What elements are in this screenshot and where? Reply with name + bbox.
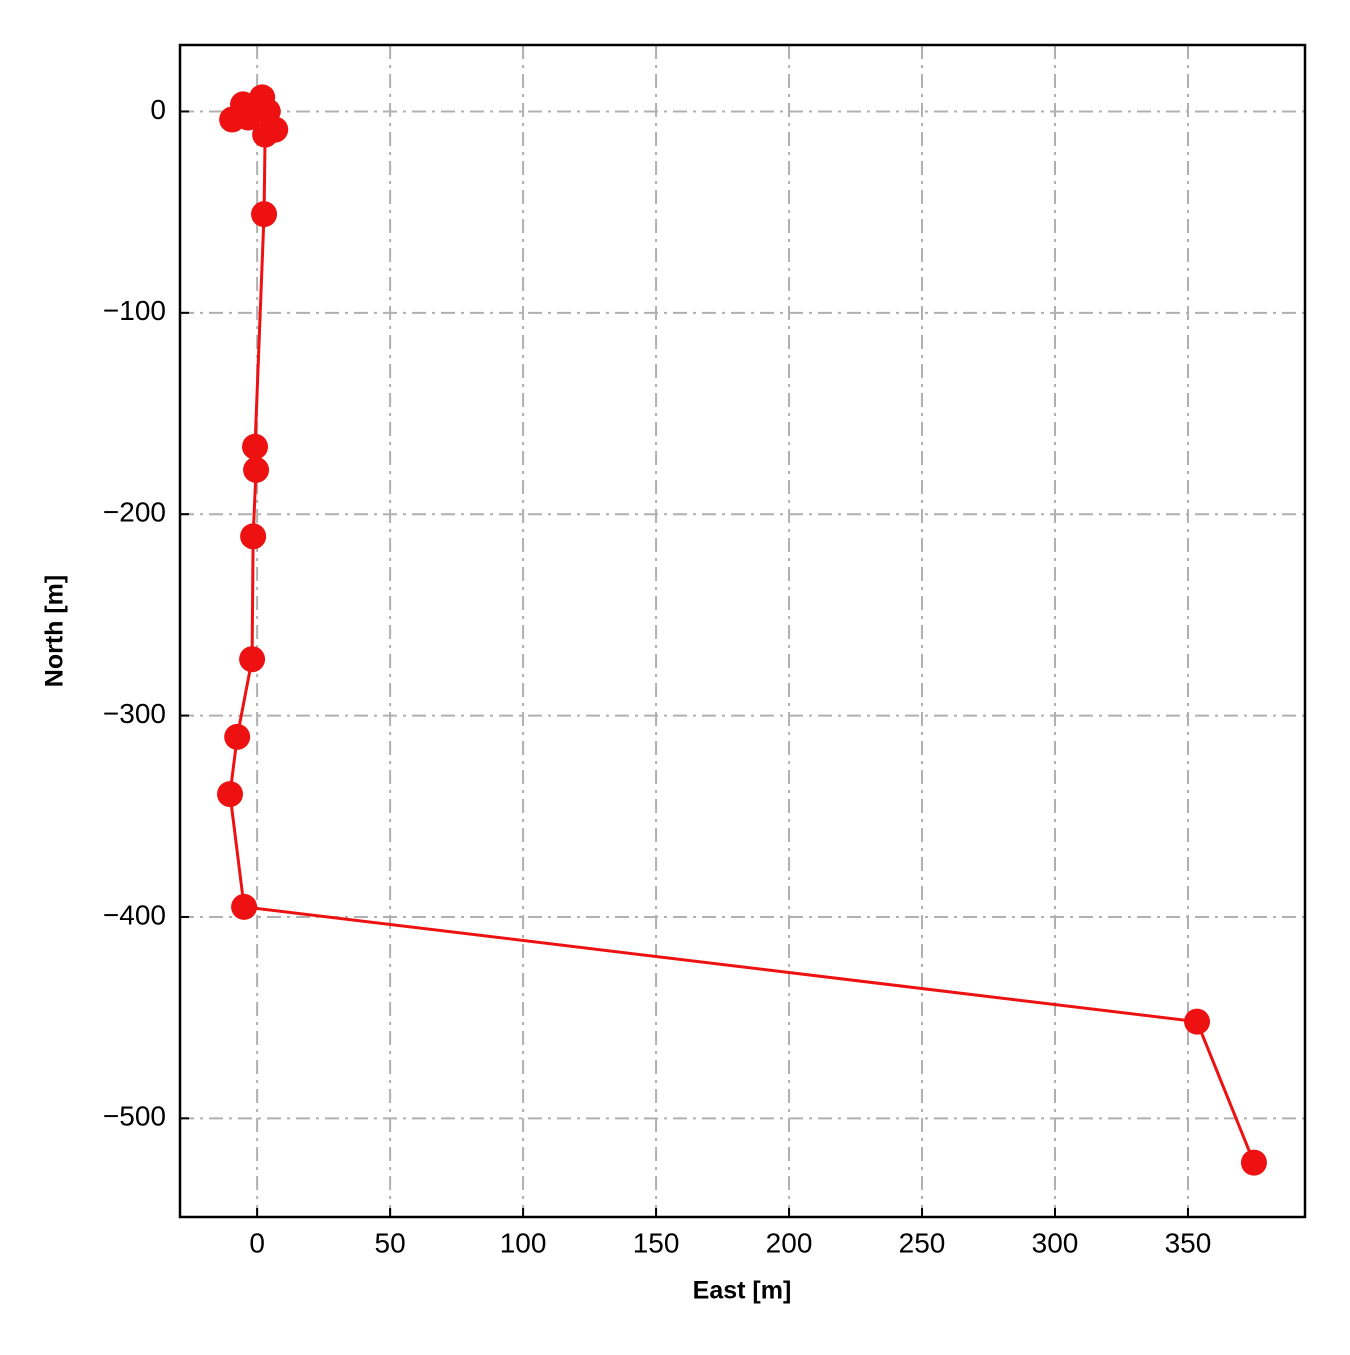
point-marker [251, 201, 278, 228]
point-marker [242, 433, 268, 460]
x-tick-label: 250 [899, 1227, 946, 1258]
point-marker [224, 723, 251, 750]
point-marker [231, 893, 258, 920]
point-marker [240, 523, 267, 550]
y-tick-label: −200 [103, 497, 166, 528]
axes-frame [178, 43, 1307, 1219]
x-tick-label: 100 [500, 1227, 547, 1258]
point-marker [252, 121, 279, 148]
point-marker [1240, 1149, 1267, 1176]
x-tick-label: 200 [766, 1227, 813, 1258]
x-axis-label: East [m] [693, 1277, 792, 1305]
point-marker [1184, 1008, 1211, 1035]
point-marker [243, 456, 270, 483]
point-marker [217, 781, 243, 808]
x-tick-label: 150 [633, 1227, 680, 1258]
y-tick-label: 0 [150, 94, 166, 125]
y-tick-label: −300 [103, 698, 166, 729]
y-tick-label: −500 [103, 1101, 166, 1132]
x-tick-label: 300 [1032, 1227, 1079, 1258]
x-tick-label: 50 [375, 1227, 406, 1258]
y-tick-label: −100 [103, 295, 166, 326]
y-axis-label: North [m] [41, 575, 69, 687]
plot-area [217, 84, 1267, 1176]
x-tick-label: 0 [249, 1227, 265, 1258]
point-marker [235, 104, 262, 131]
y-tick-label: −400 [103, 899, 166, 930]
grid [180, 45, 1305, 1217]
x-tick-label: 350 [1165, 1227, 1212, 1258]
point-marker [239, 646, 266, 673]
